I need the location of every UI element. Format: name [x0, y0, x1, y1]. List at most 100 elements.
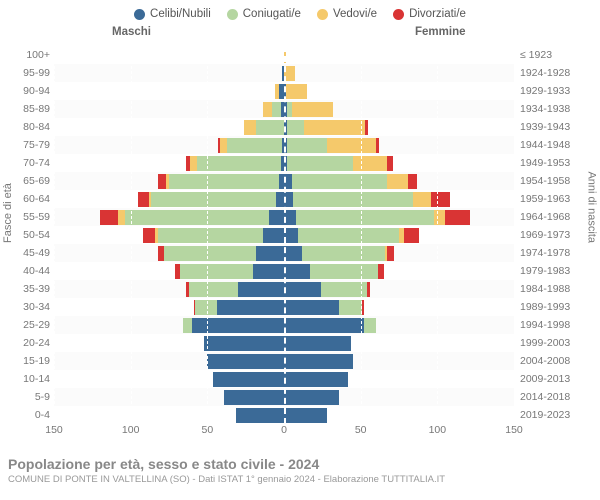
bar-segment: [217, 300, 284, 315]
bar-segment: [284, 336, 351, 351]
bar-female: [284, 390, 339, 405]
bar-segment: [292, 102, 333, 117]
bar-female: [284, 408, 327, 423]
y-left-label: 70-74: [0, 156, 50, 171]
bar-segment: [387, 156, 393, 171]
bar-segment: [365, 120, 368, 135]
bar-segment: [434, 210, 445, 225]
bar-segment: [158, 228, 262, 243]
y-right-label: 1974-1978: [520, 246, 595, 261]
age-row: [54, 280, 514, 298]
y-right-label: 1979-1983: [520, 264, 595, 279]
bar-male: [263, 102, 284, 117]
y-left-label: 85-89: [0, 102, 50, 117]
bar-segment: [284, 300, 339, 315]
y-left-label: 75-79: [0, 138, 50, 153]
bar-segment: [192, 318, 284, 333]
bar-segment: [404, 228, 419, 243]
bar-segment: [445, 210, 470, 225]
x-tick-label: 100: [429, 424, 447, 436]
bar-segment: [180, 264, 254, 279]
y-left-label: 95-99: [0, 66, 50, 81]
bar-female: [284, 264, 384, 279]
bar-segment: [293, 192, 413, 207]
bar-female: [284, 138, 379, 153]
y-right-label: 1954-1958: [520, 174, 595, 189]
y-left-label: 30-34: [0, 300, 50, 315]
bar-female: [284, 372, 348, 387]
bar-segment: [269, 210, 284, 225]
legend-item: Celibi/Nubili: [134, 8, 211, 20]
bar-segment: [183, 318, 192, 333]
y-left-label: 20-24: [0, 336, 50, 351]
bar-segment: [387, 246, 395, 261]
y-right-label: 1969-1973: [520, 228, 595, 243]
y-left-label: 35-39: [0, 282, 50, 297]
bar-segment: [244, 120, 256, 135]
bar-segment: [164, 246, 256, 261]
bar-female: [284, 318, 376, 333]
y-left-label: 25-29: [0, 318, 50, 333]
bar-segment: [263, 228, 284, 243]
chart-subtitle: COMUNE DI PONTE IN VALTELLINA (SO) - Dat…: [8, 474, 592, 485]
bar-female: [284, 300, 364, 315]
bar-segment: [298, 228, 399, 243]
bar-segment: [253, 264, 284, 279]
x-tick-label: 100: [122, 424, 140, 436]
age-row: [54, 190, 514, 208]
age-row: [54, 388, 514, 406]
bar-female: [284, 120, 368, 135]
y-left-label: 40-44: [0, 264, 50, 279]
x-tick-label: 150: [505, 424, 523, 436]
x-tick-label: 0: [281, 424, 287, 436]
y-left-label: 0-4: [0, 408, 50, 423]
legend-swatch: [393, 9, 404, 20]
bar-segment: [292, 174, 387, 189]
bar-segment: [236, 408, 284, 423]
bar-segment: [169, 174, 279, 189]
bar-segment: [143, 228, 155, 243]
y-right-label: 1929-1933: [520, 84, 595, 99]
bar-segment: [321, 282, 367, 297]
bar-female: [284, 228, 419, 243]
bar-female: [284, 156, 393, 171]
y-left-label: 90-94: [0, 84, 50, 99]
bar-segment: [408, 174, 417, 189]
y-right-labels: ≤ 19231924-19281929-19331934-19381939-19…: [520, 46, 595, 424]
y-right-label: 1939-1943: [520, 120, 595, 135]
bar-male: [207, 354, 284, 369]
bar-female: [284, 84, 307, 99]
legend-label: Coniugati/e: [243, 8, 301, 20]
bar-segment: [284, 408, 327, 423]
chart-title: Popolazione per età, sesso e stato civil…: [8, 456, 592, 472]
y-left-label: 45-49: [0, 246, 50, 261]
bar-segment: [189, 282, 238, 297]
bar-segment: [413, 192, 431, 207]
legend-swatch: [317, 9, 328, 20]
y-right-label: 1944-1948: [520, 138, 595, 153]
bar-segment: [376, 138, 379, 153]
age-row: [54, 118, 514, 136]
y-right-label: 1989-1993: [520, 300, 595, 315]
bar-segment: [284, 66, 295, 81]
bar-male: [100, 210, 284, 225]
y-left-label: 65-69: [0, 174, 50, 189]
legend-label: Celibi/Nubili: [150, 8, 211, 20]
bar-male: [138, 192, 284, 207]
legend-item: Coniugati/e: [227, 8, 301, 20]
bar-female: [284, 174, 417, 189]
bar-male: [158, 246, 284, 261]
bar-segment: [327, 138, 376, 153]
age-row: [54, 82, 514, 100]
bar-segment: [220, 138, 228, 153]
age-row: [54, 136, 514, 154]
y-left-label: 100+: [0, 48, 50, 63]
y-right-label: 1959-1963: [520, 192, 595, 207]
header-male: Maschi: [112, 26, 151, 38]
bar-segment: [284, 390, 339, 405]
bar-segment: [287, 138, 327, 153]
bar-segment: [272, 102, 281, 117]
age-row: [54, 334, 514, 352]
bar-segment: [304, 120, 365, 135]
bar-segment: [378, 264, 384, 279]
